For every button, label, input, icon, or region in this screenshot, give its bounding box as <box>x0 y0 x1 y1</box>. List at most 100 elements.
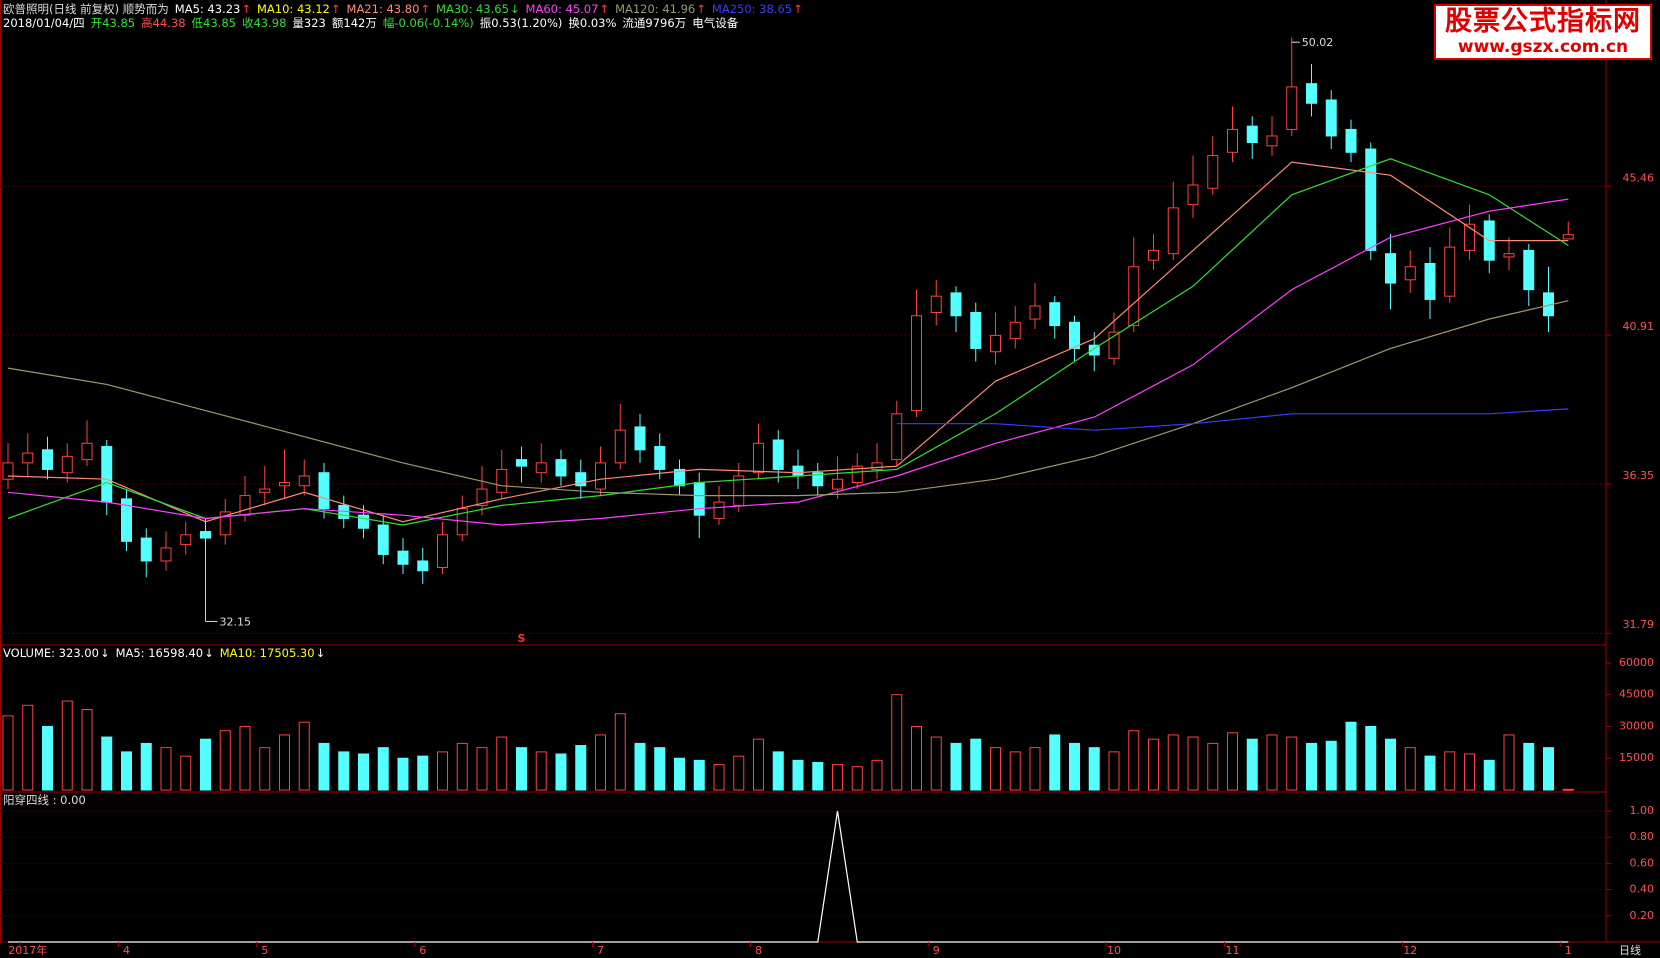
volume-bar <box>61 700 73 791</box>
candle-body <box>81 442 93 461</box>
candle-body <box>990 334 1001 353</box>
x-tick-label: 1 <box>1565 944 1572 957</box>
volume-bar <box>239 725 251 791</box>
volume-bar <box>1266 734 1278 791</box>
quote-field: 幅-0.06(-0.14%) <box>382 16 474 30</box>
candle-body <box>1325 99 1337 137</box>
candle-body <box>535 462 547 474</box>
candle-body <box>1424 262 1436 300</box>
candle-body <box>1523 249 1535 291</box>
volume-legend: VOLUME: 323.00 <box>3 646 99 660</box>
volume-bar <box>1424 755 1436 791</box>
candle-body <box>674 468 685 487</box>
candle-body <box>950 292 962 317</box>
ma-legend: MA120: 41.96 <box>615 2 696 16</box>
indicator-tick-label: 1.00 <box>1630 804 1655 817</box>
candle-body <box>911 315 922 412</box>
volume-tick-label: 60000 <box>1619 656 1654 669</box>
ma-arrow: ↓ <box>509 2 520 16</box>
candle-body <box>437 534 448 568</box>
volume-bar <box>832 764 843 791</box>
low-annotation: 32.15 <box>220 615 252 628</box>
indicator-tick-label: 0.40 <box>1630 883 1655 896</box>
candle-body <box>140 537 152 562</box>
candle-body <box>1345 128 1357 153</box>
candle-body <box>239 495 251 516</box>
volume-bar <box>200 738 211 791</box>
quote-field: 额142万 <box>331 16 377 30</box>
ma-arrow: ↑ <box>330 2 341 16</box>
candle-body <box>1069 321 1080 349</box>
volume-bar <box>614 713 626 791</box>
x-tick-label: 8 <box>755 944 762 957</box>
candle-body <box>1128 266 1140 327</box>
candle-body <box>693 482 705 516</box>
candle-body <box>832 478 843 490</box>
volume-bar <box>812 761 824 791</box>
ma-legend: MA60: 45.07 <box>525 2 599 16</box>
ma-legend: MA30: 43.65 <box>436 2 509 16</box>
candle-body <box>713 501 725 519</box>
volume-bar <box>772 751 784 791</box>
volume-bar <box>1483 759 1495 791</box>
candle-body <box>2 462 14 480</box>
period-label: 日线 <box>1619 943 1641 957</box>
volume-bar <box>693 759 705 791</box>
quote-field: 电气设备 <box>692 16 739 30</box>
volume-bar <box>1207 742 1219 791</box>
ma-line <box>7 158 1569 526</box>
volume-bar <box>1128 730 1140 791</box>
volume-bar <box>555 753 567 791</box>
x-tick-label: 2017年 <box>8 943 47 957</box>
candle-body <box>1187 184 1199 206</box>
volume-legend: MA10: 17505.30 <box>219 646 315 660</box>
x-tick-label: 11 <box>1226 944 1240 957</box>
candle-body <box>476 488 488 506</box>
volume-bar <box>1286 736 1298 791</box>
volume-bar <box>891 694 903 791</box>
volume-bar <box>1345 721 1357 791</box>
indicator-line <box>8 810 1569 943</box>
indicator-header: 阳穿四线 : 0.00 <box>3 793 86 807</box>
candle-body <box>200 531 211 539</box>
volume-bar <box>1543 747 1554 791</box>
candle-body <box>1404 266 1416 281</box>
candle-body <box>772 439 784 470</box>
volume-bar <box>970 738 982 791</box>
volume-bar <box>1049 734 1061 791</box>
volume-tick-label: 45000 <box>1619 688 1654 701</box>
volume-bar <box>180 755 192 791</box>
ma-arrow: ↑ <box>241 2 251 16</box>
volume-bar <box>160 747 172 791</box>
candle-body <box>358 514 369 529</box>
volume-bar <box>397 757 409 791</box>
volume-header: VOLUME: 323.00 ↓ MA5: 16598.40 ↓ MA10: 17505… <box>3 646 325 660</box>
volume-bar <box>140 742 152 791</box>
volume-bar <box>1088 747 1100 791</box>
volume-bar <box>1404 747 1416 791</box>
x-tick-label: 5 <box>261 944 268 957</box>
x-tick-label: 4 <box>123 944 130 957</box>
volume-bar <box>219 730 231 791</box>
volume-bar <box>1227 732 1238 791</box>
candle-body <box>259 488 271 493</box>
x-tick-label: 10 <box>1107 944 1121 957</box>
volume-bar <box>1029 747 1041 791</box>
volume-arrow: ↓ <box>99 646 110 660</box>
candle-body <box>1167 207 1179 255</box>
volume-bar <box>1009 751 1021 791</box>
quote-field: 收43.98 <box>241 16 287 30</box>
volume-bar <box>851 766 863 791</box>
volume-bar <box>259 747 271 791</box>
candle-body <box>1088 344 1100 356</box>
header-line1: 欧普照明(日线 前复权) 顺势而为 MA5: 43.23 ↑ MA10: 43.12… <box>3 2 803 16</box>
volume-bar <box>318 742 330 791</box>
quote-field: 开43.85 <box>90 16 136 30</box>
volume-bar <box>298 721 310 791</box>
volume-bar <box>654 747 666 791</box>
indicator-tick-label: 0.80 <box>1630 830 1655 843</box>
volume-bar <box>1187 736 1199 791</box>
x-tick-label: 9 <box>933 944 940 957</box>
